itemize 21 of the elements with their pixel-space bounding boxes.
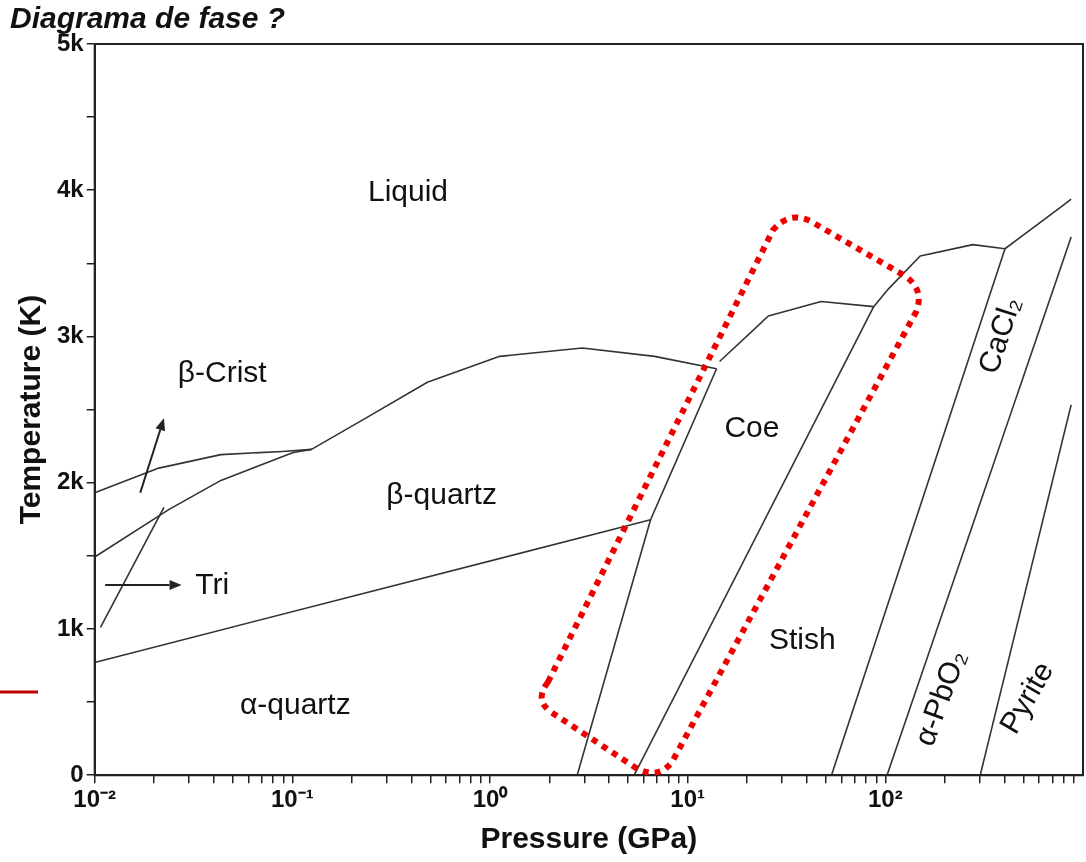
annotation: α-quartz (239, 687, 351, 720)
y-tick-label: 1k (56, 613, 85, 641)
annotation: Liquid (367, 174, 449, 208)
annotation: β-quartz (386, 477, 497, 511)
annotation: CaCl₂ (971, 292, 1027, 378)
x-tick-label: 10⁻¹ (271, 785, 314, 813)
annotation: β-Crist (177, 355, 268, 389)
x-tick-label: 10⁻² (73, 785, 117, 813)
y-tick-label: 4k (56, 174, 85, 202)
annotation: Tri (195, 567, 230, 601)
x-tick-label: 10¹ (670, 785, 706, 813)
y-tick-label: 2k (56, 467, 85, 495)
x-tick-label: 10⁰ (472, 785, 509, 813)
y-tick-label: 0 (70, 759, 84, 787)
annotation: Coe (724, 409, 780, 443)
x-tick-label: 10² (868, 785, 903, 813)
annotation: Stish (768, 621, 836, 655)
y-tick-label: 3k (56, 321, 85, 349)
annotation: α-PbO₂ (907, 645, 973, 750)
x-axis-title: Pressure (GPa) (480, 821, 698, 855)
y-axis-title: Temperature (K) (13, 294, 47, 525)
